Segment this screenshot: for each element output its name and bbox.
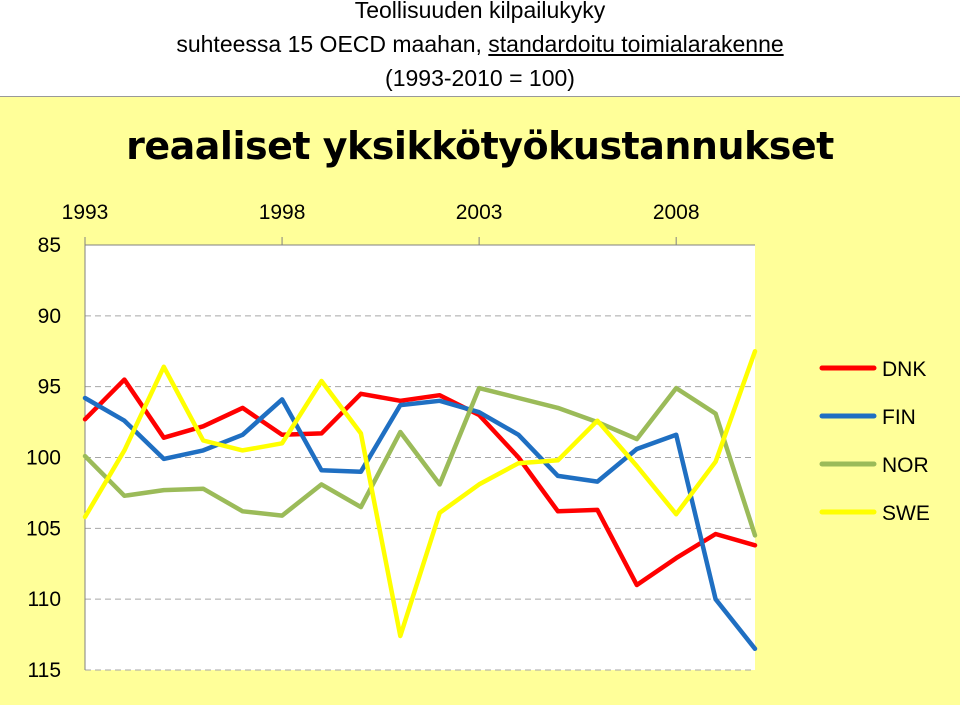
x-tick-label: 1993 <box>62 201 109 224</box>
series-line-nor <box>82 385 758 538</box>
y-tick-label: 110 <box>28 588 61 611</box>
header-line2-prefix: suhteessa 15 OECD maahan, <box>176 31 489 57</box>
legend-label-swe: SWE <box>882 502 930 525</box>
header-line3: (1993-2010 = 100) <box>385 65 575 91</box>
y-tick-label: 95 <box>38 376 61 399</box>
header-line2-underlined: standardoitu toimialarakenne <box>488 31 784 57</box>
x-tick-label: 1998 <box>259 201 306 224</box>
y-tick-label: 115 <box>28 659 61 682</box>
header-line1: Teollisuuden kilpailukyky <box>354 0 606 23</box>
y-tick-label: 105 <box>26 517 61 540</box>
y-tick-label: 100 <box>26 447 61 470</box>
x-tick-label: 2003 <box>456 201 503 224</box>
chart-title: reaaliset yksikkötyökustannukset <box>126 124 834 168</box>
series-line-swe <box>82 349 758 639</box>
legend-label-nor: NOR <box>882 454 929 477</box>
legend-label-fin: FIN <box>882 406 916 429</box>
header-line2: suhteessa 15 OECD maahan, standardoitu t… <box>0 30 960 58</box>
series-line-fin <box>82 395 758 652</box>
legend-label-dnk: DNK <box>882 358 926 381</box>
x-tick-label: 2008 <box>653 201 700 224</box>
y-tick-label: 85 <box>38 234 61 257</box>
y-tick-label: 90 <box>38 305 61 328</box>
